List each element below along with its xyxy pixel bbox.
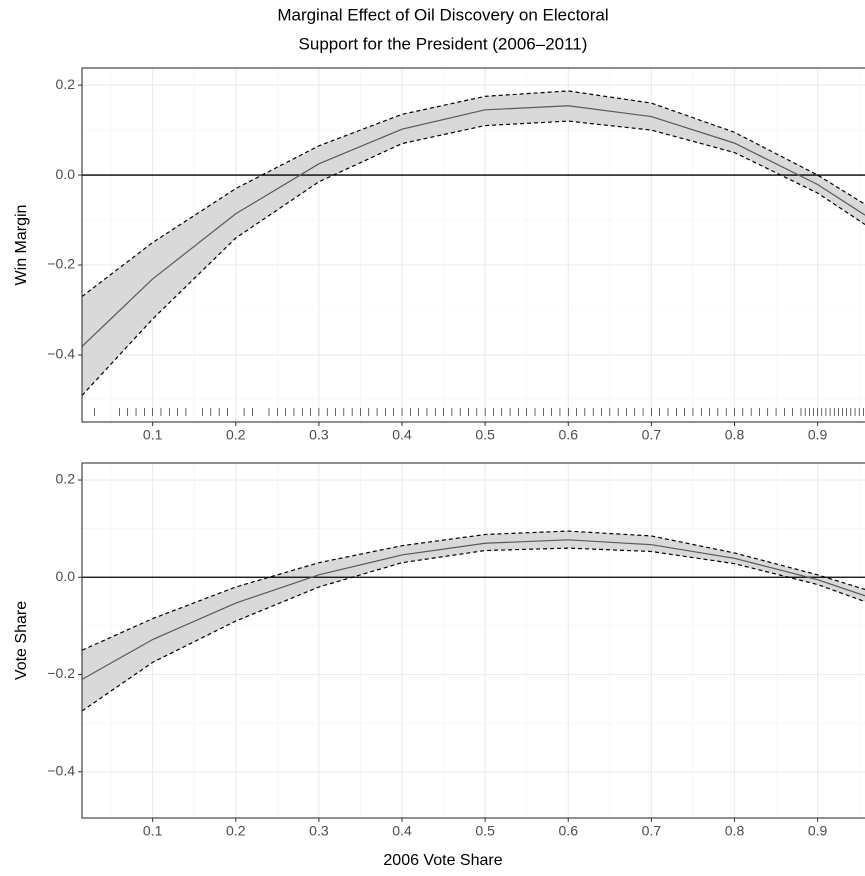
panel-border (81, 462, 865, 819)
ci-lower-line (82, 120, 865, 396)
y-tick-label: −0.4 (47, 763, 75, 779)
confidence-band (82, 531, 865, 712)
x-tick-label: 0.2 (226, 427, 246, 443)
x-tick-label: 0.1 (143, 427, 163, 443)
x-tick-label: 0.8 (725, 427, 745, 443)
x-tick-label: 0.3 (309, 427, 329, 443)
x-axis-title: 2006 Vote Share (383, 852, 502, 869)
x-tick-label: 0.6 (559, 823, 579, 839)
plot-area (82, 68, 865, 422)
y-axis-title: Win Margin (13, 205, 30, 286)
y-tick-label: −0.2 (47, 256, 75, 272)
x-tick-label: 0.8 (725, 823, 745, 839)
plot-area (82, 463, 865, 818)
x-tick-label: 0.9 (808, 427, 828, 443)
x-tick-label: 0.9 (808, 823, 828, 839)
ci-lower-line (82, 547, 865, 712)
x-tick-label: 0.3 (309, 823, 329, 839)
chart-title: Support for the President (2006–2011) (299, 34, 588, 53)
x-tick-label: 0.2 (226, 823, 246, 839)
chart-title: Marginal Effect of Oil Discovery on Elec… (277, 5, 608, 24)
x-tick-label: 0.7 (642, 427, 662, 443)
estimate-line (82, 539, 865, 680)
x-tick-label: 0.5 (475, 823, 495, 839)
y-tick-label: 0.2 (56, 76, 76, 92)
x-tick-label: 0.5 (475, 427, 495, 443)
ci-upper-line (82, 530, 865, 651)
confidence-band (82, 90, 865, 396)
y-tick-label: 0.0 (56, 568, 76, 584)
x-tick-label: 0.6 (559, 427, 579, 443)
y-tick-label: 0.2 (56, 471, 76, 487)
y-tick-label: −0.2 (47, 665, 75, 681)
x-tick-label: 0.4 (392, 427, 412, 443)
panel-background (82, 463, 865, 818)
x-tick-label: 0.4 (392, 823, 412, 839)
y-tick-label: 0.0 (56, 166, 76, 182)
x-tick-label: 0.7 (642, 823, 662, 839)
panel-border (81, 67, 865, 423)
y-tick-label: −0.4 (47, 346, 75, 362)
estimate-line (82, 105, 865, 347)
x-tick-label: 0.1 (143, 823, 163, 839)
y-axis-title: Vote Share (13, 601, 30, 680)
ci-upper-line (82, 90, 865, 297)
